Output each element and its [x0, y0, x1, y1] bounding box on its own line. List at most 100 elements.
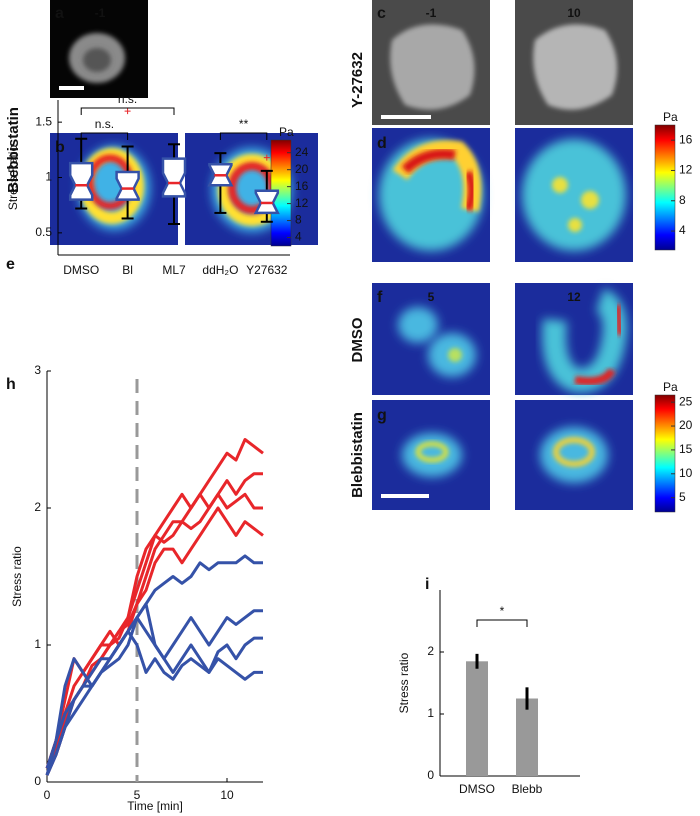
- colorbar-tick-label: 20: [679, 418, 693, 432]
- colorbar-tick-label: 12: [679, 163, 693, 177]
- panel-label: h: [6, 376, 16, 393]
- path-shape: [574, 367, 616, 386]
- colorbar-tick-label: 5: [679, 490, 686, 504]
- ellipse-shape: [83, 48, 111, 72]
- colorbar-tick-label: 10: [679, 466, 693, 480]
- box: [161, 157, 187, 198]
- significance-bracket: [219, 132, 268, 140]
- colorbar-tick-label: 16: [679, 132, 693, 146]
- colorbar-unit: Pa: [279, 125, 294, 139]
- x-axis-label: Time [min]: [127, 799, 183, 813]
- path-shape: [615, 304, 623, 336]
- line-series: [45, 629, 263, 776]
- colorbar-tick-label: 15: [679, 442, 693, 456]
- panel-label: e: [6, 256, 15, 273]
- colorbar: [654, 124, 676, 251]
- x-tick-label: Y27632: [246, 263, 288, 277]
- line-series: [45, 438, 264, 769]
- image-label: -1: [95, 6, 106, 20]
- significance-label: n.s.: [118, 92, 137, 106]
- rect-shape: [372, 283, 490, 395]
- x-tick-label: Bl: [122, 263, 133, 277]
- line-series: [45, 492, 263, 776]
- colorbar: [654, 394, 676, 513]
- circle-shape: [552, 177, 568, 193]
- colorbar-tick-label: 24: [295, 145, 309, 159]
- path-shape: [464, 170, 476, 212]
- outlier: [263, 154, 270, 161]
- ellipse-shape: [402, 433, 462, 477]
- path-shape: [533, 24, 618, 110]
- y-axis-label: Stress ratio: [397, 652, 411, 713]
- y-tick-label: 0: [427, 768, 434, 782]
- panel-label: c: [377, 5, 386, 22]
- y-tick-label: 0: [34, 774, 41, 788]
- image-c-2: [515, 0, 633, 125]
- significance-bracket: [476, 619, 528, 627]
- x-tick-label: 0: [44, 788, 51, 802]
- box: [68, 161, 94, 201]
- circle-shape: [448, 348, 462, 362]
- row-label: DMSO: [349, 317, 366, 362]
- significance-bracket: [80, 107, 175, 115]
- x-tick-label: 10: [220, 788, 234, 802]
- box: [115, 170, 140, 201]
- colorbar-unit: Pa: [663, 380, 678, 394]
- ellipse-shape: [540, 427, 608, 483]
- heatmap-g-2: [515, 400, 633, 510]
- x-tick-label: ddH₂O: [202, 263, 238, 277]
- panel-label: b: [55, 139, 65, 156]
- x-tick-label: DMSO: [459, 782, 495, 796]
- significance-label: *: [500, 604, 505, 618]
- line-series: [45, 602, 263, 776]
- ellipse-shape: [398, 307, 438, 343]
- heatmap-b-1: [50, 133, 178, 245]
- path-shape: [542, 288, 628, 393]
- y-tick-label: 2: [427, 644, 434, 658]
- path-shape: [390, 24, 475, 110]
- image-label: 12: [567, 290, 581, 304]
- heatmap-f-1: [372, 283, 490, 395]
- image-a: [50, 0, 148, 98]
- y-tick-label: 2: [34, 500, 41, 514]
- significance-label: n.s.: [95, 117, 114, 131]
- panel-label: i: [425, 576, 429, 593]
- y-axis-label: Stress Ratio: [6, 144, 20, 210]
- colorbar-tick-label: 25: [679, 394, 693, 408]
- panel-label: a: [55, 5, 64, 22]
- y-tick-label: 1.5: [35, 114, 52, 128]
- row-label: Blebbistatin: [349, 412, 366, 498]
- row-label: Blebbistatin: [5, 107, 22, 193]
- panel-label: g: [377, 407, 387, 424]
- bar: [466, 661, 488, 776]
- bar: [516, 698, 538, 776]
- heatmap-d-1: [372, 128, 490, 262]
- image-c-1: [372, 0, 490, 125]
- y-tick-label: 0.5: [35, 225, 52, 239]
- y-tick-label: 1: [34, 637, 41, 651]
- image-label: 5: [428, 290, 435, 304]
- row-label: Y-27632: [349, 52, 366, 108]
- colorbar-tick-label: 4: [295, 230, 302, 244]
- ellipse-shape: [522, 139, 626, 251]
- colorbar-tick-label: 12: [295, 196, 309, 210]
- line-series: [45, 554, 263, 776]
- significance-label: **: [239, 117, 249, 131]
- circle-shape: [568, 218, 582, 232]
- x-tick-label: DMSO: [63, 263, 99, 277]
- colorbar-tick-label: 16: [295, 179, 309, 193]
- heatmap-d-2: [515, 128, 633, 262]
- colorbar-tick-label: 8: [295, 213, 302, 227]
- ellipse-shape: [415, 441, 449, 463]
- heatmap-g-1: [372, 400, 490, 510]
- y-tick-label: 1: [45, 170, 52, 184]
- heatmap-f-2: [515, 283, 633, 395]
- outlier: [124, 108, 131, 115]
- panel-label: d: [377, 135, 387, 152]
- x-tick-label: ML7: [162, 263, 186, 277]
- y-axis-label: Stress ratio: [10, 546, 24, 607]
- y-tick-label: 3: [34, 363, 41, 377]
- colorbar-tick-label: 4: [679, 223, 686, 237]
